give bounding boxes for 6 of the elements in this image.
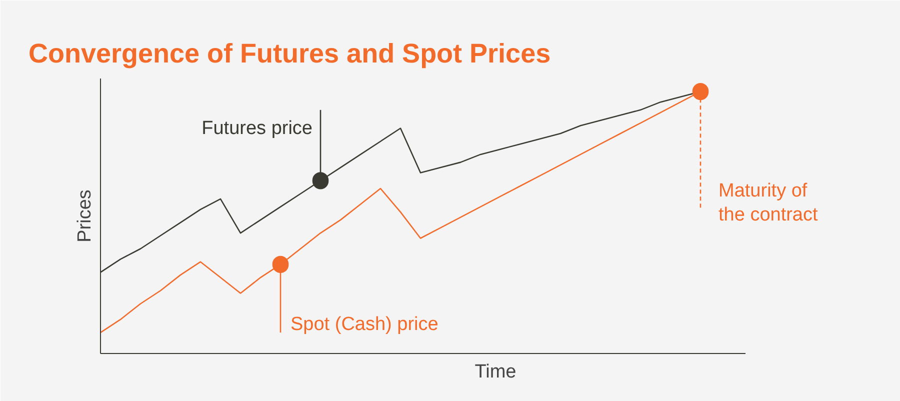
annotation: Spot (Cash) price: [290, 314, 438, 336]
chart-title: Convergence of Futures and Spot Prices: [28, 38, 551, 68]
y-axis-title: Prices: [74, 190, 96, 242]
x-axis-title: Time: [474, 362, 516, 382]
text: Maturity of the contract: [718, 180, 818, 226]
annotation: Futures price: [202, 118, 312, 139]
